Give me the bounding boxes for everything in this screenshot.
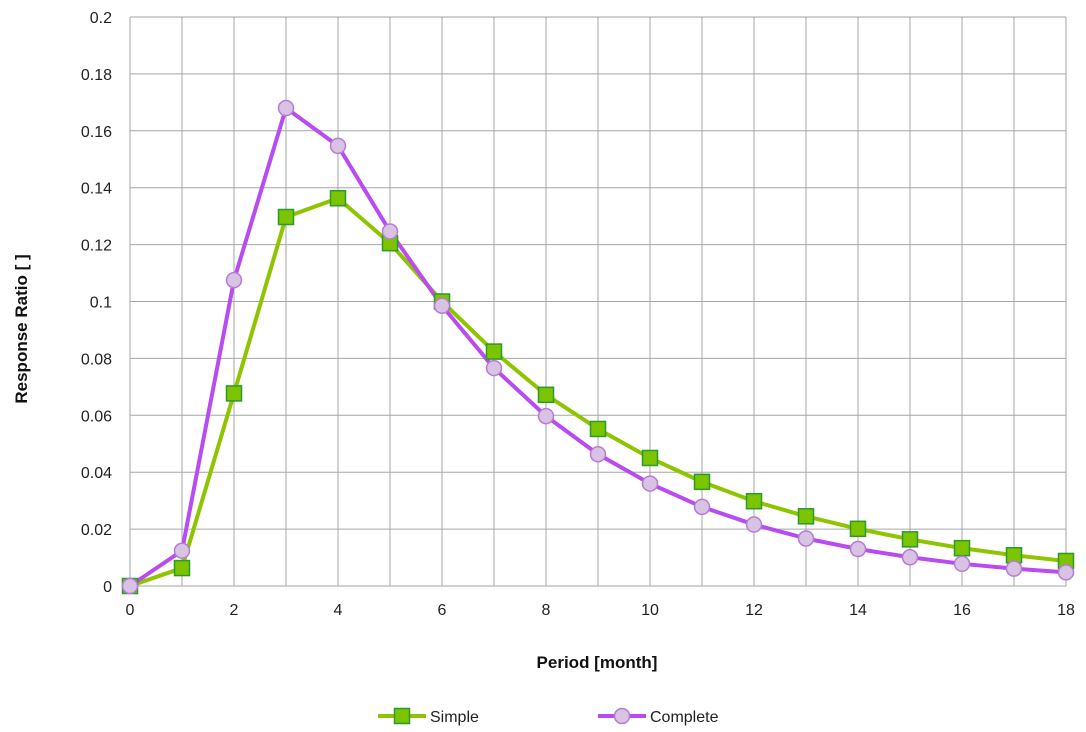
x-tick-label: 18 [1057,602,1075,619]
x-tick-label: 2 [230,602,239,619]
data-point-complete [433,297,451,315]
legend-complete-marker [613,707,631,725]
data-point-simple [953,539,971,557]
y-tick-label: 0.18 [81,67,112,84]
y-tick-label: 0.06 [81,408,112,425]
data-point-complete [381,223,399,240]
y-axis-title: Response Ratio [ ] [12,254,31,403]
x-tick-label: 6 [438,602,447,619]
y-tick-label: 0.1 [90,295,112,312]
x-tick-label: 0 [126,602,135,619]
y-tick-label: 0.04 [81,465,112,482]
y-tick-label: 0.08 [81,351,112,368]
data-point-simple [589,420,607,438]
y-tick-labels: 0 0.02 0.04 0.06 0.08 0.1 0.12 0.14 0.16 0.18 0.2 [81,10,112,596]
data-point-simple [277,208,295,226]
y-tick-label: 0.02 [81,522,112,539]
data-point-simple [537,386,555,404]
y-tick-label: 0.14 [81,181,112,198]
data-point-simple [173,559,191,577]
legend-item-simple: Simple [378,707,479,726]
data-point-complete [485,359,503,377]
grid-lines [129,16,1067,587]
data-point-simple [485,343,503,360]
data-point-complete [693,498,711,516]
legend-item-complete: Complete [598,707,719,726]
data-point-complete [121,577,139,595]
legend-simple-label: Simple [430,709,479,726]
data-point-complete [849,540,867,558]
data-point-complete [1057,564,1075,581]
y-tick-label: 0.16 [81,124,112,141]
y-tick-label: 0.12 [81,238,112,255]
legend-complete-label: Complete [650,709,719,726]
data-point-complete [329,137,347,155]
data-point-complete [589,446,607,463]
data-point-simple [745,492,763,510]
x-tick-label: 4 [334,602,343,619]
data-point-simple [693,473,711,491]
data-point-simple [329,189,347,207]
data-point-complete [745,516,763,533]
data-point-complete [1005,560,1023,577]
data-point-simple [641,449,659,467]
data-point-simple [797,508,815,525]
data-point-simple [901,531,919,548]
x-tick-label: 16 [953,602,971,619]
x-tick-label: 12 [745,602,763,619]
x-tick-label: 14 [849,602,867,619]
data-point-complete [901,549,919,566]
data-point-complete [173,542,191,559]
x-tick-label: 10 [641,602,659,619]
legend-simple-marker [393,707,411,725]
x-tick-labels: 0 2 4 6 8 10 12 14 16 18 [126,602,1075,619]
data-point-complete [537,407,555,425]
data-point-complete [641,475,659,492]
y-tick-label: 0 [103,579,112,596]
series-layer [121,99,1075,595]
data-point-complete [953,555,971,573]
legend: Simple Complete [378,707,719,726]
x-axis-title: Period [month] [537,653,658,672]
x-tick-label: 8 [542,602,551,619]
data-point-complete [277,99,295,117]
y-tick-label: 0.2 [90,10,112,27]
data-point-complete [225,271,243,289]
data-point-simple [849,520,867,538]
data-point-simple [225,385,243,402]
data-point-complete [797,530,815,547]
